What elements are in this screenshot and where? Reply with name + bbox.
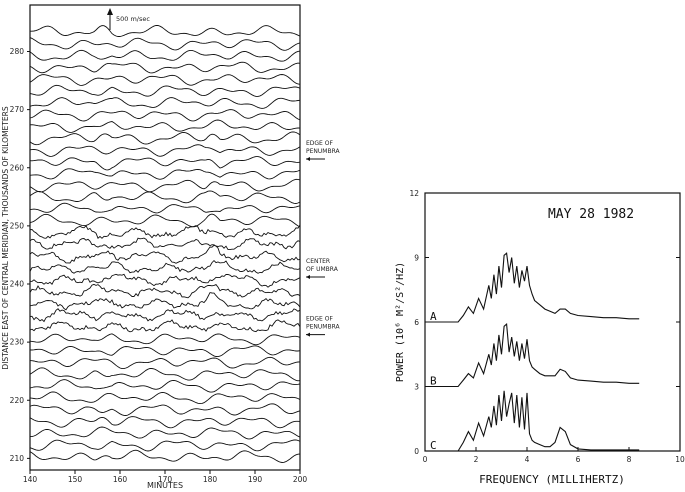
scale-bar: 500 m/sec bbox=[107, 8, 150, 30]
left-trace bbox=[29, 439, 301, 452]
left-annotation-label: PENUMBRA bbox=[306, 324, 341, 331]
left-annotation-arrowhead bbox=[306, 157, 310, 162]
left-x-tick-label: 160 bbox=[113, 475, 128, 484]
right-y-tick-label: 9 bbox=[414, 254, 419, 263]
left-trace bbox=[29, 379, 301, 393]
left-trace bbox=[29, 292, 301, 311]
left-trace bbox=[29, 416, 301, 429]
left-annotation-label: EDGE OF bbox=[306, 140, 333, 147]
left-trace bbox=[29, 213, 301, 228]
right-x-tick-label: 4 bbox=[525, 455, 530, 464]
right-series-line bbox=[425, 390, 640, 452]
left-trace bbox=[29, 319, 301, 333]
right-series-line bbox=[425, 252, 640, 323]
left-trace bbox=[29, 224, 301, 239]
right-series-line bbox=[425, 322, 640, 388]
left-y-ticks: 210 220 230 240 250 260 270 280 bbox=[10, 47, 30, 463]
left-trace bbox=[29, 61, 301, 74]
right-y-tick-label: 3 bbox=[414, 383, 419, 392]
left-y-tick-label: 220 bbox=[10, 396, 25, 405]
right-x-tick-label: 0 bbox=[423, 455, 428, 464]
right-x-tick-label: 6 bbox=[576, 455, 581, 464]
left-x-tick-label: 180 bbox=[203, 475, 218, 484]
left-x-ticks: 140 150 160 170 180 190 200 bbox=[23, 470, 308, 484]
left-annotation-label: PENUMBRA bbox=[306, 148, 341, 155]
left-panel: 140 150 160 170 180 190 200 210 220 230 240 250 260… bbox=[1, 4, 341, 490]
left-x-tick-label: 170 bbox=[158, 475, 173, 484]
left-x-axis-label: MINUTES bbox=[147, 481, 183, 490]
right-x-tick-label: 10 bbox=[675, 455, 685, 464]
left-trace bbox=[30, 426, 301, 440]
scale-bar-arrowhead bbox=[107, 8, 113, 15]
left-annotation-label: CENTER bbox=[306, 258, 330, 265]
left-annotation-arrowhead bbox=[306, 332, 310, 337]
right-x-axis-label: FREQUENCY (MILLIHERTZ) bbox=[479, 473, 625, 486]
right-series-label: B bbox=[430, 375, 437, 388]
left-trace bbox=[29, 403, 301, 416]
left-trace bbox=[29, 308, 301, 323]
left-trace bbox=[29, 345, 301, 358]
right-y-tick-label: 0 bbox=[414, 447, 419, 456]
left-trace bbox=[29, 259, 301, 274]
left-y-tick-label: 270 bbox=[10, 105, 25, 114]
left-trace bbox=[29, 156, 301, 171]
left-trace bbox=[29, 244, 301, 264]
left-trace bbox=[29, 131, 301, 146]
left-traces bbox=[29, 25, 301, 463]
left-y-tick-label: 250 bbox=[10, 221, 25, 230]
left-trace bbox=[29, 97, 301, 109]
right-panel: 0 2 4 6 8 10 0 3 6 9 12 A B C MAY 28 1982 FREQUENCY… bbox=[395, 189, 685, 486]
right-series-label: A bbox=[430, 310, 437, 323]
right-y-tick-label: 12 bbox=[409, 189, 419, 198]
left-trace bbox=[29, 202, 301, 214]
right-x-tick-label: 2 bbox=[474, 455, 479, 464]
left-y-axis-label: DISTANCE EAST OF CENTRAL MERIDIAN, THOUS… bbox=[1, 106, 10, 369]
left-trace bbox=[29, 119, 301, 133]
left-trace bbox=[29, 74, 301, 86]
left-trace bbox=[29, 449, 301, 463]
left-x-tick-label: 200 bbox=[293, 475, 308, 484]
right-series: A B C bbox=[425, 252, 640, 452]
left-trace bbox=[29, 84, 301, 97]
left-y-tick-label: 240 bbox=[10, 280, 25, 289]
left-trace bbox=[29, 273, 301, 288]
left-y-tick-label: 280 bbox=[10, 47, 25, 56]
left-trace bbox=[30, 25, 301, 37]
left-annotation-label: OF UMBRA bbox=[306, 266, 339, 273]
left-trace bbox=[29, 356, 301, 370]
left-x-tick-label: 190 bbox=[248, 475, 263, 484]
right-y-axis-label: POWER (10⁶ M²/S²/HZ) bbox=[395, 262, 406, 382]
left-trace bbox=[29, 144, 301, 157]
right-x-tick-label: 8 bbox=[627, 455, 632, 464]
left-y-tick-label: 230 bbox=[10, 338, 25, 347]
scale-bar-label: 500 m/sec bbox=[116, 15, 150, 23]
right-y-tick-label: 6 bbox=[414, 318, 419, 327]
left-trace bbox=[29, 109, 301, 122]
left-annotation-arrowhead bbox=[306, 275, 310, 280]
left-x-tick-label: 150 bbox=[68, 475, 83, 484]
right-series-label: C bbox=[430, 439, 437, 452]
left-trace bbox=[29, 37, 301, 51]
left-y-tick-label: 210 bbox=[10, 454, 25, 463]
left-trace bbox=[29, 391, 301, 405]
left-trace bbox=[29, 367, 301, 382]
right-chart-title: MAY 28 1982 bbox=[548, 207, 634, 222]
right-x-ticks: 0 2 4 6 8 10 bbox=[423, 447, 685, 464]
left-trace bbox=[29, 237, 301, 251]
left-trace bbox=[29, 283, 301, 299]
right-plot-frame bbox=[424, 192, 681, 452]
left-trace bbox=[29, 333, 301, 346]
left-trace bbox=[29, 49, 301, 62]
left-trace bbox=[29, 168, 301, 180]
left-x-tick-label: 140 bbox=[23, 475, 38, 484]
left-annotation-label: EDGE OF bbox=[306, 316, 333, 323]
left-trace bbox=[29, 178, 301, 193]
left-y-tick-label: 260 bbox=[10, 163, 25, 172]
left-trace bbox=[29, 190, 301, 204]
